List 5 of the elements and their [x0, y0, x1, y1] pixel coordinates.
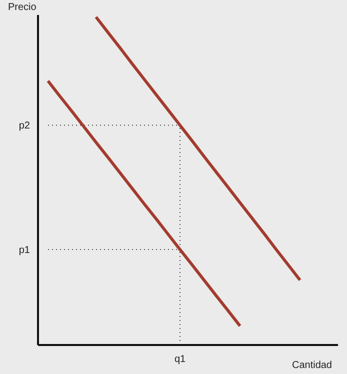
ref-line-label: p2 [18, 120, 30, 132]
text: q1 [174, 354, 186, 365]
y-axis-title: Precio [8, 2, 36, 13]
ref-line-label: p1 [18, 245, 30, 256]
x-axis-title: Cantidad [292, 360, 332, 371]
